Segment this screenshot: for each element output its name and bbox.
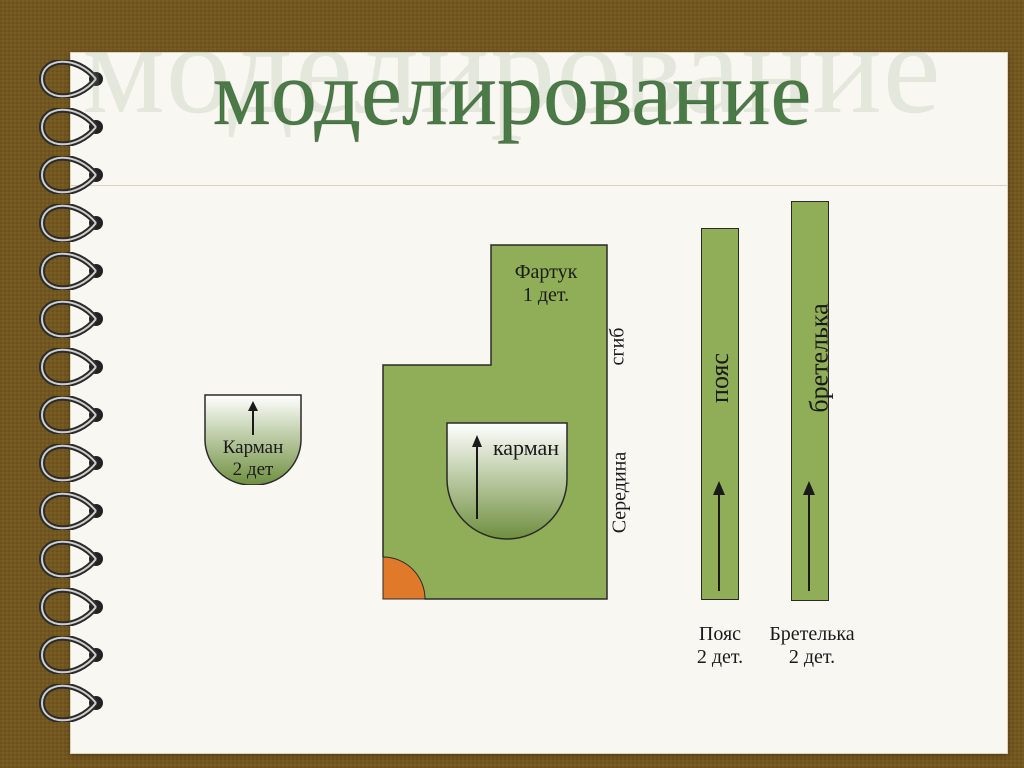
strap-arrow-icon <box>801 481 817 591</box>
piece-apron: Фартук 1 дет. сгиб Середина карман <box>381 243 641 603</box>
strap-below-label: Бретелька 2 дет. <box>757 623 867 669</box>
apron-top-label: Фартук 1 дет. <box>491 261 601 307</box>
spiral-ring <box>36 540 106 578</box>
spiral-ring <box>36 252 106 290</box>
belt-below-label: Пояс 2 дет. <box>675 623 765 669</box>
paper-sheet: Карман 2 дет Фарт <box>70 52 1008 754</box>
spiral-ring <box>36 684 106 722</box>
spiral-ring <box>36 204 106 242</box>
spiral-ring <box>36 492 106 530</box>
pocket-small-label: Карман 2 дет <box>203 437 303 481</box>
spiral-ring <box>36 636 106 674</box>
spiral-ring <box>36 348 106 386</box>
grain-arrow-icon <box>247 401 259 435</box>
spiral-ring <box>36 300 106 338</box>
apron-side-top-label: сгиб <box>606 328 629 366</box>
belt-arrow-icon <box>711 481 727 591</box>
spiral-ring <box>36 444 106 482</box>
piece-pocket-small: Карман 2 дет <box>203 393 303 485</box>
title-main: моделирование <box>0 40 1024 146</box>
spiral-ring <box>36 156 106 194</box>
spiral-ring <box>36 396 106 434</box>
spiral-ring <box>36 588 106 626</box>
apron-pocket-label: карман <box>481 435 571 460</box>
apron-side-bottom-label: Середина <box>608 452 631 534</box>
belt-inside-label: пояс <box>705 353 735 403</box>
strap-inside-label: бретелька <box>805 303 835 412</box>
slide-stage: Карман 2 дет Фарт <box>0 0 1024 768</box>
